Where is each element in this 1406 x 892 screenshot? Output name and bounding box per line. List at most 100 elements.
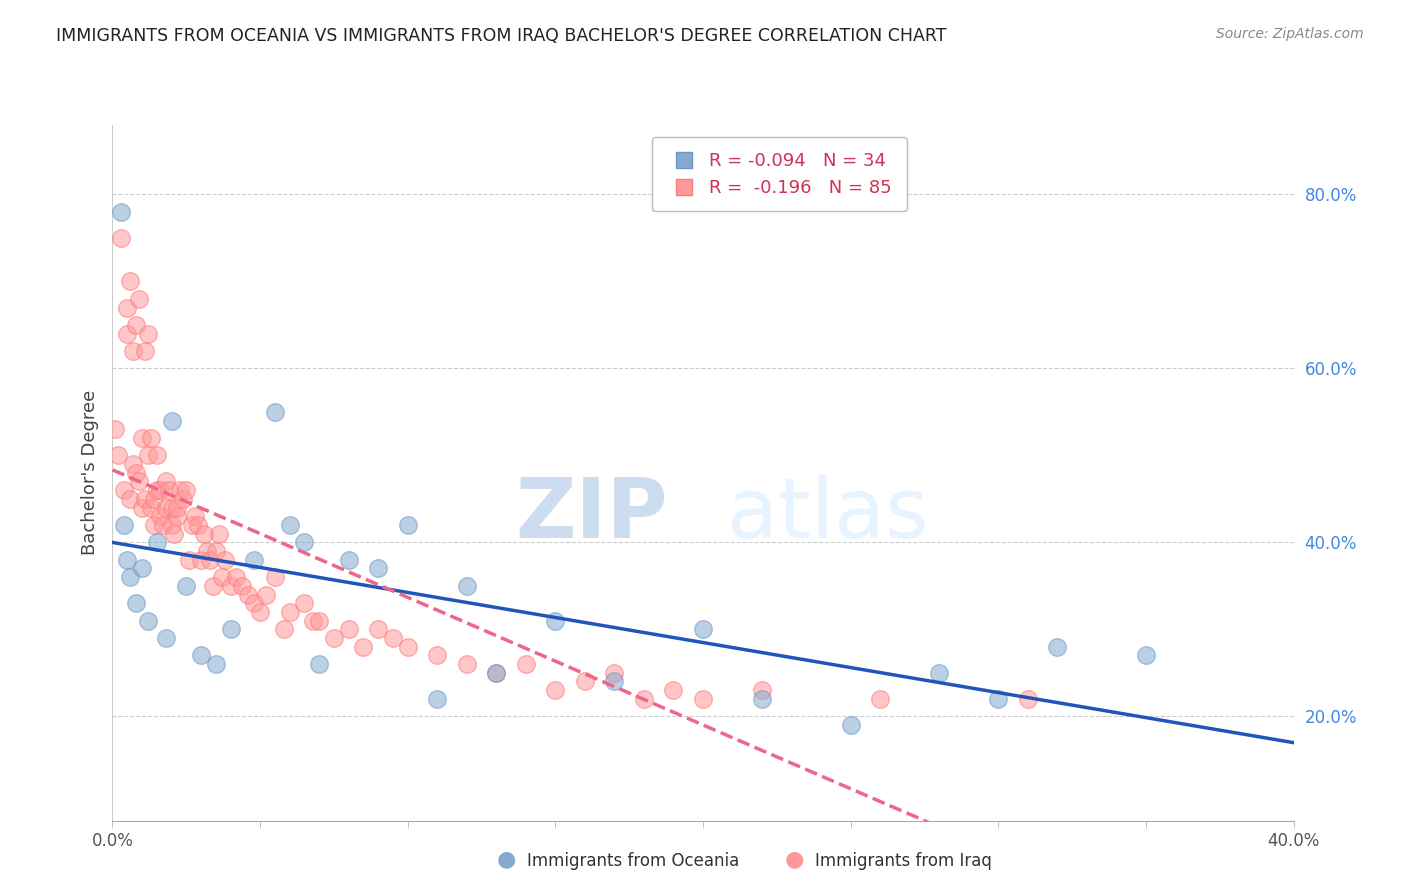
Point [166,509,188,524]
Point [142,517,165,532]
Point [122,457,145,471]
Point [264,405,287,419]
Point [544,614,567,628]
Point [174,483,197,498]
Point [139,431,162,445]
Point [869,692,891,706]
Point [214,552,236,567]
Point [396,517,419,532]
Point [125,596,148,610]
Point [160,500,183,515]
Point [515,657,537,671]
Text: IMMIGRANTS FROM OCEANIA VS IMMIGRANTS FROM IRAQ BACHELOR'S DEGREE CORRELATION CH: IMMIGRANTS FROM OCEANIA VS IMMIGRANTS FR… [56,27,946,45]
Point [751,692,773,706]
Point [219,579,242,593]
Point [112,517,135,532]
Point [273,623,295,637]
Point [264,570,287,584]
Point [172,491,194,506]
Point [337,623,360,637]
Point [117,326,138,341]
Point [174,579,197,593]
Point [163,526,186,541]
Point [574,674,596,689]
Point [278,517,301,532]
Point [751,683,773,698]
Point [382,631,405,645]
Point [426,648,449,663]
Point [139,500,162,515]
Point [112,483,135,498]
Point [155,500,177,515]
Point [198,552,221,567]
Point [231,579,253,593]
Point [211,570,233,584]
Point [128,475,150,489]
Point [1135,648,1157,663]
Point [352,640,374,654]
Point [190,552,212,567]
Point [928,665,950,680]
Point [292,596,315,610]
Point [184,509,207,524]
Point [131,500,153,515]
Point [249,605,271,619]
Text: ZIP: ZIP [515,474,668,555]
Point [155,631,177,645]
Point [134,343,156,358]
Point [662,683,685,698]
Point [205,657,228,671]
Point [152,517,174,532]
Point [120,570,142,584]
Point [117,301,138,315]
Point [120,491,142,506]
Point [603,665,626,680]
Point [181,517,204,532]
Point [149,509,172,524]
Point [987,692,1010,706]
Point [136,326,159,341]
Point [131,431,153,445]
Point [136,614,159,628]
Point [308,614,330,628]
Point [155,475,177,489]
Point [149,483,172,498]
Point [308,657,330,671]
Y-axis label: Bachelor's Degree: Bachelor's Degree [80,390,98,556]
Point [128,292,150,306]
Point [278,605,301,619]
Point [485,665,508,680]
Point [426,692,449,706]
Point [104,422,127,436]
Point [117,552,138,567]
Point [146,535,169,549]
Text: Immigrants from Iraq: Immigrants from Iraq [815,852,993,870]
Point [195,544,218,558]
Point [134,491,156,506]
Point [160,414,183,428]
Point [120,275,142,289]
Point [219,623,242,637]
Point [243,596,266,610]
Point [110,204,132,219]
Point [456,657,478,671]
Point [125,466,148,480]
Point [193,526,215,541]
Point [110,231,132,245]
Point [254,587,277,601]
Point [157,483,180,498]
Point [839,718,862,732]
Point [633,692,655,706]
Legend: R = -0.094   N = 34, R =  -0.196   N = 85: R = -0.094 N = 34, R = -0.196 N = 85 [652,137,907,211]
Point [396,640,419,654]
Point [187,517,209,532]
Text: atlas: atlas [727,474,928,555]
Point [292,535,315,549]
Text: ●: ● [496,850,516,870]
Point [692,623,714,637]
Text: ●: ● [785,850,804,870]
Point [125,318,148,332]
Point [225,570,247,584]
Point [603,674,626,689]
Point [1017,692,1039,706]
